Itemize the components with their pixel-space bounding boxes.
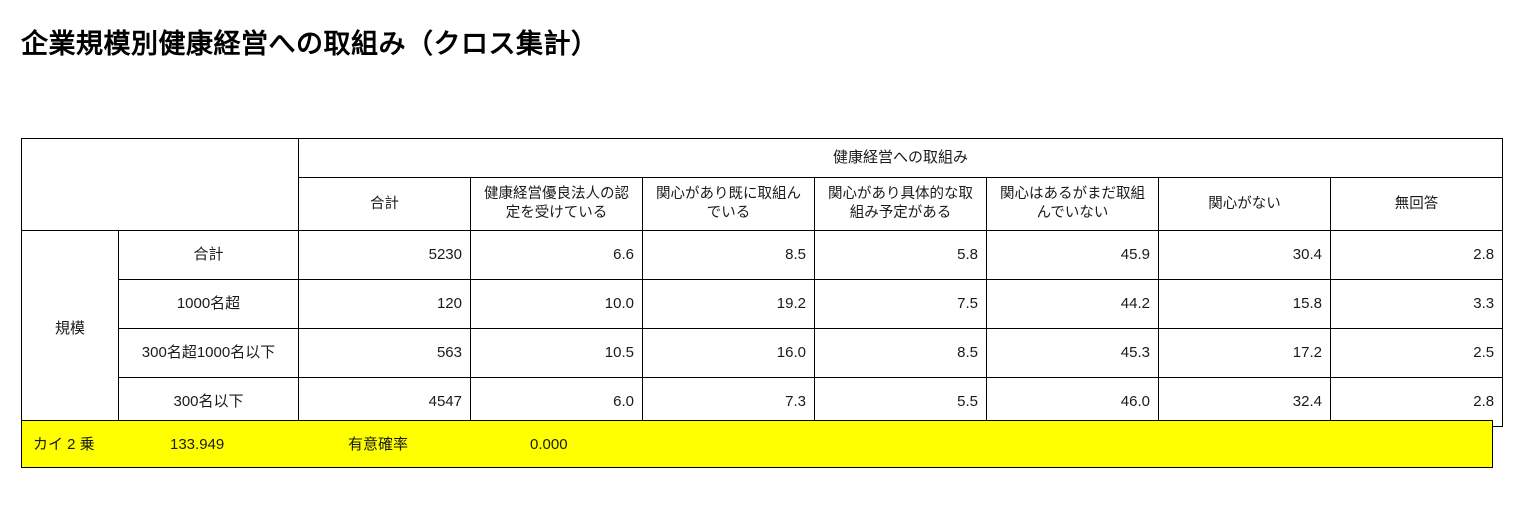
cell-over1000-notyet: 44.2 (986, 279, 1159, 329)
cell-300to1000-notyet: 45.3 (986, 328, 1159, 378)
cell-300to1000-count: 563 (298, 328, 471, 378)
column-header-noanswer: 無回答 (1329, 177, 1504, 231)
crosstab-table: 健康経営への取組み 合計 健康経営優良法人の認定を受けている 関心があり既に取組… (21, 138, 1504, 427)
cell-300to1000-already: 16.0 (642, 328, 815, 378)
cell-under300-noanswer: 2.8 (1329, 377, 1504, 427)
table-row: 300名以下 4547 6.0 7.3 5.5 46.0 32.4 2.8 (22, 377, 1504, 427)
chi-square-label: カイ 2 乗 (33, 436, 95, 453)
column-header-certified: 健康経営優良法人の認定を受けている (470, 177, 643, 231)
cell-under300-nointerest: 32.4 (1158, 377, 1331, 427)
table-row: 規模 合計 5230 6.6 8.5 5.8 45.9 30.4 2.8 (21, 230, 1504, 427)
cell-over1000-already: 19.2 (642, 279, 815, 329)
cell-under300-certified: 6.0 (470, 377, 643, 427)
table-row: 300名超1000名以下 563 10.5 16.0 8.5 45.3 17.2… (22, 328, 1504, 378)
dimension-label-scale: 規模 (21, 230, 119, 427)
crosstab-container: 健康経営への取組み 合計 健康経営優良法人の認定を受けている 関心があり既に取組… (21, 138, 1504, 427)
cell-total-already: 8.5 (642, 230, 815, 280)
row-label-over1000: 1000名超 (118, 279, 299, 329)
p-value-label: 有意確率 (348, 436, 409, 453)
row-label-total: 合計 (118, 230, 299, 280)
cell-under300-planned: 5.5 (814, 377, 987, 427)
cell-over1000-planned: 7.5 (814, 279, 987, 329)
cell-under300-count: 4547 (298, 377, 471, 427)
cell-total-notyet: 45.9 (986, 230, 1159, 280)
column-header-already: 関心があり既に取組んでいる (642, 177, 815, 231)
statistics-row: カイ 2 乗 133.949 有意確率 0.000 (21, 420, 1493, 468)
page-title: 企業規模別健康経営への取組み（クロス集計） (21, 29, 599, 59)
cell-total-nointerest: 30.4 (1158, 230, 1331, 280)
header-group-label: 健康経営への取組み (297, 138, 1504, 178)
table-header-group-row: 健康経営への取組み (21, 138, 1504, 231)
column-header-planned: 関心があり具体的な取組み予定がある (814, 177, 987, 231)
cell-total-count: 5230 (298, 230, 471, 280)
header-corner-blank (21, 138, 299, 231)
cell-300to1000-nointerest: 17.2 (1158, 328, 1331, 378)
cell-under300-already: 7.3 (642, 377, 815, 427)
column-header-notyet: 関心はあるがまだ取組んでいない (986, 177, 1159, 231)
table-header-column-row: 合計 健康経営優良法人の認定を受けている 関心があり既に取組んでいる 関心があり… (22, 177, 1504, 231)
column-header-nointerest: 関心がない (1158, 177, 1331, 231)
cell-over1000-certified: 10.0 (470, 279, 643, 329)
cell-300to1000-certified: 10.5 (470, 328, 643, 378)
p-value-value: 0.000 (530, 436, 568, 453)
cell-total-planned: 5.8 (814, 230, 987, 280)
cell-over1000-noanswer: 3.3 (1329, 279, 1504, 329)
chi-square-value: 133.949 (170, 436, 225, 453)
cell-over1000-nointerest: 15.8 (1158, 279, 1331, 329)
cell-300to1000-planned: 8.5 (814, 328, 987, 378)
column-header-total: 合計 (298, 177, 471, 231)
cell-under300-notyet: 46.0 (986, 377, 1159, 427)
cell-300to1000-noanswer: 2.5 (1329, 328, 1504, 378)
cell-over1000-count: 120 (298, 279, 471, 329)
cell-total-noanswer: 2.8 (1329, 230, 1504, 280)
row-label-300to1000: 300名超1000名以下 (118, 328, 299, 378)
cell-total-certified: 6.6 (470, 230, 643, 280)
table-row: 1000名超 120 10.0 19.2 7.5 44.2 15.8 3.3 (22, 279, 1504, 329)
